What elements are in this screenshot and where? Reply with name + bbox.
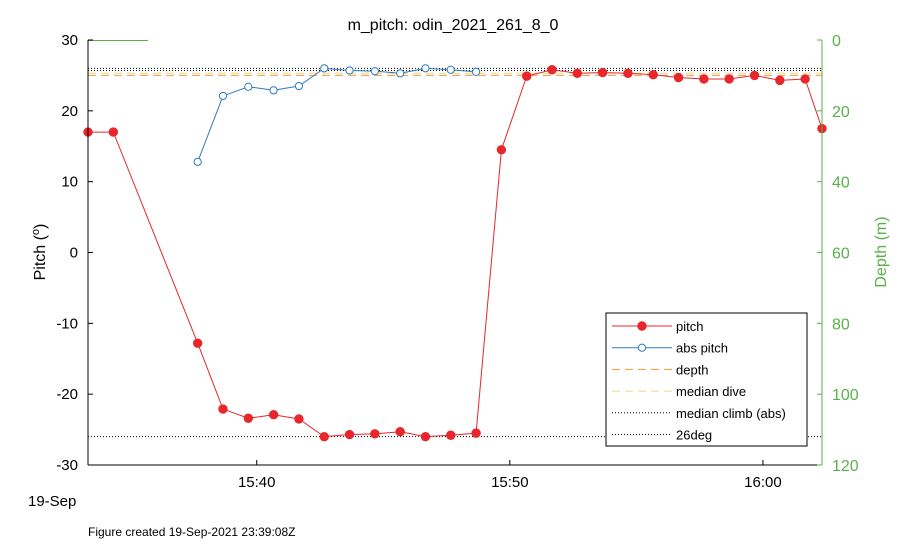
figure-footer: Figure created 19-Sep-2021 23:39:08Z [88, 525, 295, 539]
y2-tick-label: 80 [832, 316, 850, 333]
legend-label: abs pitch [676, 341, 728, 356]
y2-tick-label: 120 [832, 458, 859, 475]
pitch-point [446, 430, 456, 440]
pitch-point [471, 428, 481, 438]
pitch-point [673, 72, 684, 83]
legend-marker [637, 321, 647, 331]
pitch-point [775, 75, 785, 86]
y2-axis-label: Depth (m) [873, 216, 890, 287]
legend-label: depth [676, 362, 709, 377]
y-tick-label: -20 [56, 386, 78, 403]
pitch-point [243, 413, 253, 423]
y-tick-label: 30 [61, 32, 78, 49]
legend-item: depth [612, 362, 709, 377]
legend-item: 26deg [612, 428, 712, 443]
y-tick-label: 20 [61, 103, 78, 120]
y2-tick-label: 100 [832, 387, 859, 404]
legend-box [605, 312, 808, 447]
y2-tick-label: 20 [832, 104, 850, 121]
pitch-point [572, 68, 583, 78]
abs-pitch-point [370, 67, 379, 76]
pitch-point [268, 410, 279, 420]
legend-label: median climb (abs) [676, 406, 786, 421]
y-axis-label-superscript: o [30, 229, 42, 235]
y-axis-label-close: ) [32, 224, 49, 229]
x-tick-label: 15:40 [238, 474, 276, 491]
legend-label: median dive [676, 384, 746, 399]
abs-pitch-point [345, 66, 354, 75]
legend-label: 26deg [676, 428, 712, 443]
pitch-point [699, 74, 709, 84]
legend: pitch abs pitch depth median dive median cli… [605, 312, 808, 447]
y-tick-label: -30 [56, 457, 78, 474]
abs-pitch-point [193, 157, 202, 166]
abs-pitch-point [396, 69, 405, 78]
abs-pitch-line [197, 67, 477, 163]
abs-pitch-point [294, 81, 304, 91]
abs-pitch-point [269, 86, 278, 95]
y2-tick-label: 40 [832, 175, 850, 192]
pitch-point [319, 431, 329, 442]
legend-item: pitch [612, 319, 703, 334]
abs-pitch-point [421, 64, 430, 73]
y2-tick-label: 0 [832, 33, 841, 50]
y-axis-label-text: Pitch ( [32, 234, 49, 280]
x-tick-label: 15:50 [491, 474, 529, 491]
y-tick-label: -10 [56, 315, 78, 332]
pitch-point [496, 145, 507, 155]
pitch-point [294, 414, 304, 424]
pitch-point [344, 429, 355, 440]
abs-pitch-point [446, 65, 455, 74]
pitch-point [749, 70, 760, 81]
pitch-point [597, 67, 608, 78]
pitch-point [522, 71, 532, 81]
x-axis-date-label: 19-Sep [28, 493, 76, 510]
pitch-point [218, 404, 228, 414]
legend-marker [637, 343, 647, 352]
pitch-point [623, 68, 633, 78]
x-tick-label: 16:00 [744, 474, 782, 491]
pitch-point [370, 429, 380, 439]
y-axis-label: Pitch (o) [30, 224, 49, 281]
legend-item: median climb (abs) [612, 406, 786, 421]
pitch-point [192, 338, 203, 348]
legend-item: median dive [612, 384, 746, 399]
y-tick-label: 0 [70, 245, 78, 262]
pitch-line [88, 69, 823, 438]
pitch-point [547, 65, 557, 75]
legend-item: abs pitch [612, 341, 728, 356]
abs-pitch-point [244, 82, 253, 91]
pitch-point [800, 74, 810, 84]
pitch-point [395, 427, 405, 437]
abs-pitch-point [320, 64, 329, 73]
chart-title: m_pitch: odin_2021_261_8_0 [348, 17, 559, 34]
pitch-point [108, 127, 119, 137]
legend-label: pitch [676, 319, 703, 334]
y2-tick-label: 60 [832, 246, 850, 263]
abs-pitch-point [471, 67, 481, 76]
pitch-point [724, 74, 734, 84]
plot-area [83, 40, 827, 442]
pitch-point [648, 70, 658, 80]
y-tick-label: 10 [61, 174, 78, 191]
pitch-point [420, 431, 431, 442]
abs-pitch-point [218, 91, 228, 101]
